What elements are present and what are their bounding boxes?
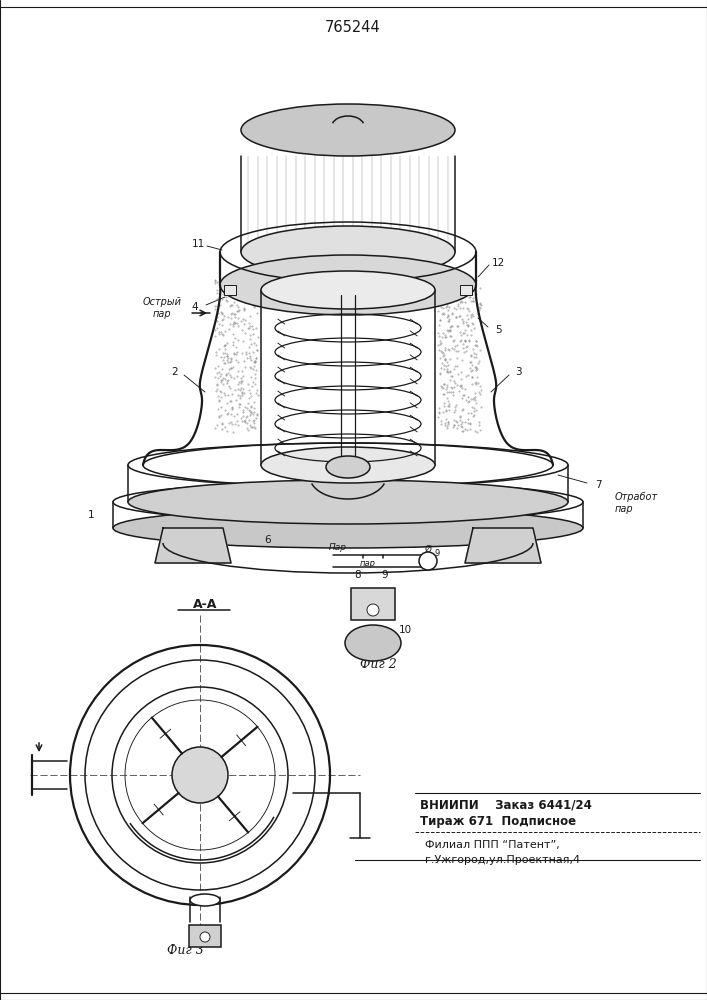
Circle shape (367, 604, 379, 616)
Ellipse shape (220, 255, 476, 315)
Text: Тираж 671  Подписное: Тираж 671 Подписное (420, 816, 576, 828)
Text: 5: 5 (495, 325, 501, 335)
Text: пар: пар (360, 558, 376, 568)
Ellipse shape (261, 447, 435, 483)
Text: 12: 12 (491, 258, 505, 268)
Text: Острый
пар: Острый пар (143, 297, 182, 319)
Ellipse shape (113, 508, 583, 548)
Bar (189, 925, 221, 947)
Text: ВНИИПИ    Заказ 6441/24: ВНИИПИ Заказ 6441/24 (420, 798, 592, 812)
Text: 3: 3 (515, 367, 521, 377)
Ellipse shape (190, 894, 220, 906)
Bar (224, 285, 236, 295)
Ellipse shape (128, 480, 568, 524)
Text: г.Ужгород,ул.Проектная,4: г.Ужгород,ул.Проектная,4 (425, 855, 580, 865)
Ellipse shape (345, 625, 401, 661)
Text: 8: 8 (355, 570, 361, 580)
Circle shape (200, 932, 210, 942)
Text: 10: 10 (399, 625, 411, 635)
Circle shape (419, 552, 437, 570)
Text: 1: 1 (88, 510, 94, 520)
Ellipse shape (326, 456, 370, 478)
Text: А-А: А-А (193, 598, 217, 611)
Text: 9: 9 (434, 548, 440, 558)
Ellipse shape (261, 271, 435, 309)
Text: Фиг 3: Фиг 3 (167, 944, 204, 956)
Text: 9: 9 (382, 570, 388, 580)
Text: 4: 4 (192, 302, 198, 312)
Polygon shape (155, 528, 231, 563)
Text: Пар: Пар (329, 542, 347, 552)
Bar (460, 285, 472, 295)
Text: Отработ
пар: Отработ пар (615, 492, 658, 514)
Text: 765244: 765244 (325, 20, 381, 35)
Text: Ø: Ø (424, 544, 431, 554)
Ellipse shape (241, 104, 455, 156)
Ellipse shape (172, 747, 228, 803)
Text: 11: 11 (192, 239, 204, 249)
Polygon shape (465, 528, 541, 563)
Bar (351, 588, 395, 620)
Text: Филиал ППП “Патент”,: Филиал ППП “Патент”, (425, 840, 560, 850)
Ellipse shape (241, 226, 455, 278)
Text: Фиг 2: Фиг 2 (360, 658, 397, 672)
Text: 2: 2 (172, 367, 178, 377)
Text: 6: 6 (264, 535, 271, 545)
Text: 7: 7 (595, 480, 602, 490)
